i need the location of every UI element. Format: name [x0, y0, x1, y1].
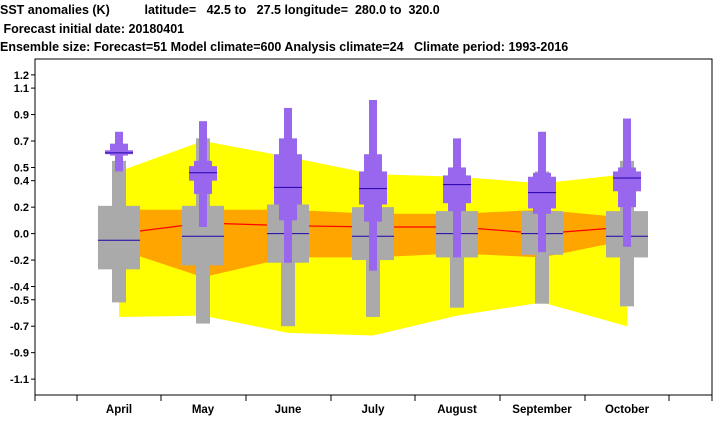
y-tick-label: -0.7: [10, 321, 29, 333]
x-tick-label-july: July: [361, 404, 385, 416]
forecast-box-october: [613, 171, 641, 192]
x-tick-label-june: June: [275, 404, 302, 416]
forecast-box-may: [189, 166, 217, 181]
forecast-box-july: [359, 171, 387, 205]
x-tick-label-august: August: [437, 404, 477, 416]
y-tick-label: -0.9: [10, 348, 29, 360]
y-tick-label: 0.5: [14, 162, 29, 174]
x-tick-label-april: April: [106, 404, 132, 416]
y-tick-label: -0.5: [10, 295, 29, 307]
forecast-date-line: Forecast initial date: 20180401: [0, 22, 185, 36]
chart-header: SST anomalies (K) latitude= 42.5 to 27.5…: [0, 0, 720, 58]
plot-frame: [34, 58, 713, 396]
y-tick-label: 0.4: [14, 176, 30, 188]
chart-title-line: SST anomalies (K) latitude= 42.5 to 27.5…: [0, 3, 440, 17]
x-tick-label-may: May: [192, 404, 215, 416]
forecast-box-april: [105, 150, 133, 155]
y-tick-label: 0.0: [14, 229, 29, 241]
y-tick-label: 0.7: [14, 136, 29, 148]
y-tick-label: -0.4: [10, 282, 30, 294]
y-tick-label: 0.9: [14, 110, 29, 122]
y-tick-label: 1.2: [14, 70, 29, 82]
y-tick-label: 1.1: [14, 83, 29, 95]
ensemble-info-line: Ensemble size: Forecast=51 Model climate…: [0, 40, 569, 54]
y-tick-label: -1.1: [10, 374, 29, 386]
model-climate-box-april: [98, 205, 140, 270]
forecast-outer-box-april: [110, 143, 128, 156]
y-tick-label: -0.2: [10, 255, 29, 267]
forecast-box-june: [274, 154, 302, 205]
x-tick-label-september: September: [512, 404, 572, 416]
x-tick-label-october: October: [605, 404, 650, 416]
forecast-box-august: [443, 175, 471, 204]
y-tick-label: 0.2: [14, 202, 29, 214]
